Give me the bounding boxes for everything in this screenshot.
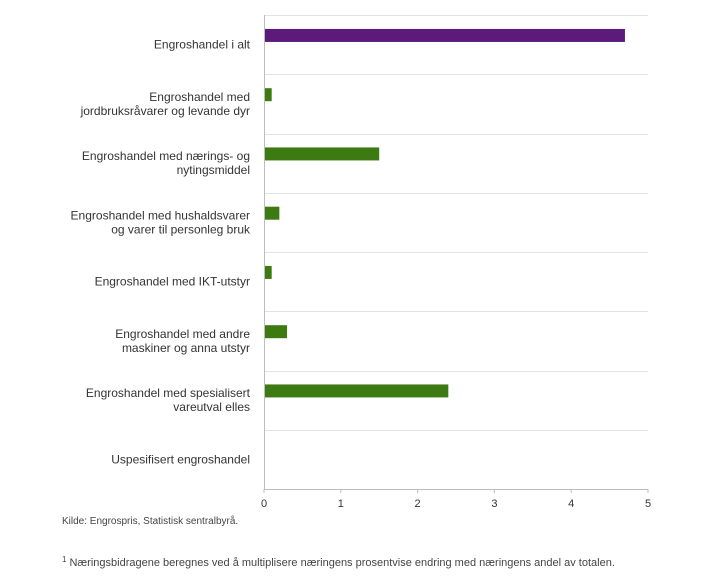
category-label: Uspesifisert engroshandel: [111, 452, 250, 466]
bar: [265, 147, 380, 161]
bar: [265, 206, 280, 220]
x-tick-label: 3: [491, 498, 497, 510]
footnote-text: Næringsbidragene beregnes ved å multipli…: [69, 557, 615, 569]
source-note: Kilde: Engrospris, Statistisk sentralbyr…: [62, 516, 239, 527]
x-tick-label: 5: [645, 498, 651, 510]
bar: [265, 265, 272, 279]
bar: [265, 28, 625, 42]
bar: [265, 88, 272, 102]
bar: [265, 384, 449, 398]
footnote-marker: 1: [62, 555, 67, 564]
footnote: 1 Næringsbidragene beregnes ved å multipl…: [62, 555, 615, 569]
category-label: Engroshandel med nærings- og: [82, 149, 250, 163]
x-tick-label: 4: [568, 498, 574, 510]
category-label: Engroshandel med andre: [115, 327, 250, 341]
category-label: Engroshandel med spesialisert: [86, 386, 251, 400]
x-tick-label: 2: [415, 498, 421, 510]
bar-chart: 0 1 2 3 4 5 Engroshandel i alt Engroshandel med…: [71, 15, 651, 510]
category-label: vareutval elles: [173, 400, 250, 414]
category-label: maskiner og anna utstyr: [122, 341, 250, 355]
category-label: nytingsmiddel: [177, 163, 250, 177]
x-tick-label: 0: [261, 498, 267, 510]
category-label: jordbruksråvarer og levande dyr: [80, 104, 250, 118]
x-tick-label: 1: [338, 498, 344, 510]
category-label: Engroshandel i alt: [154, 38, 251, 52]
bar: [265, 325, 288, 339]
category-label: Engroshandel med: [149, 90, 250, 104]
category-label: Engroshandel med hushaldsvarer: [71, 208, 250, 222]
category-label: og varer til personleg bruk: [111, 222, 251, 236]
category-label: Engroshandel med IKT-utstyr: [95, 275, 250, 289]
